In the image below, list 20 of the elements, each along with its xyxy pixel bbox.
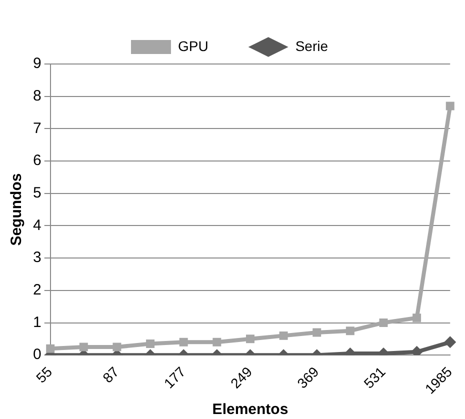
y-tick-label: 5	[33, 184, 42, 202]
y-tick-label: 8	[33, 87, 42, 104]
x-tick-label: 177	[160, 363, 189, 392]
y-tick-label: 7	[33, 120, 42, 137]
x-tick-label: 249	[227, 363, 256, 392]
x-axis-title: Elementos	[212, 401, 288, 418]
x-tick-label: 531	[360, 363, 388, 392]
x-tick-label: 369	[294, 363, 322, 392]
y-tick-label: 6	[33, 152, 42, 170]
y-tick-label: 0	[33, 346, 42, 364]
y-tick-label: 1	[33, 314, 42, 331]
legend-label: Serie	[295, 38, 328, 54]
y-tick-label: 2	[33, 282, 42, 299]
y-tick-label: 9	[33, 55, 42, 72]
y-tick-label: 3	[33, 249, 42, 266]
y-tick-label: 4	[33, 216, 42, 234]
x-tick-label: 55	[32, 363, 56, 386]
legend-label: GPU	[178, 38, 208, 54]
y-axis-title: Segundos	[8, 173, 26, 246]
x-tick-label: 87	[99, 363, 122, 386]
